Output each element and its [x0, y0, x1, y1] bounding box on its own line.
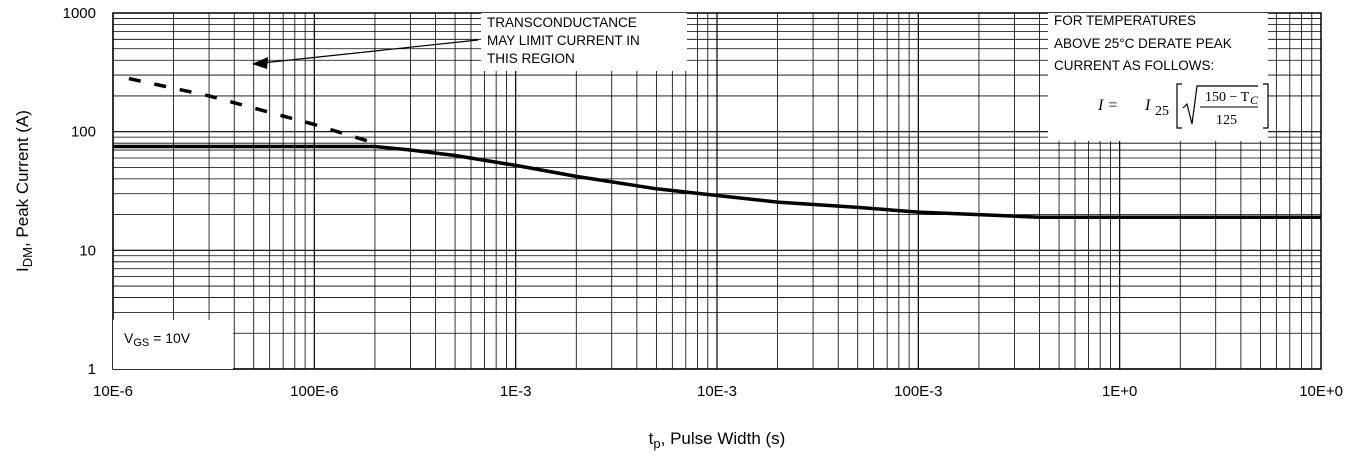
x-axis-label-sub: p: [653, 436, 660, 451]
annotation-arrow-line: [261, 39, 479, 64]
formula-numerator-sub: C: [1250, 93, 1259, 107]
derate-formula: I = I 25 150 − T C 125: [1097, 83, 1269, 129]
vgs-main: V: [124, 330, 134, 346]
y-tick-label: 10: [79, 242, 96, 259]
x-tick-label: 100E-3: [894, 383, 942, 400]
vgs-sub: GS: [133, 337, 149, 349]
formula-numerator: 150 − T: [1205, 90, 1250, 105]
y-tick-labels: 1 10 100 1000: [63, 5, 96, 378]
formula-i: I: [1144, 97, 1151, 114]
derate-line-1: FOR TEMPERATURES: [1054, 13, 1196, 28]
formula-sqrt-icon: [1182, 85, 1258, 125]
transconductance-limit-line: [128, 76, 376, 145]
x-axis-label: tp, Pulse Width (s): [649, 429, 786, 451]
transconductance-line-2: MAY LIMIT CURRENT IN: [487, 33, 640, 48]
x-axis-label-rest: , Pulse Width (s): [661, 429, 786, 448]
vgs-rest: = 10V: [149, 330, 191, 346]
y-tick-label: 100: [71, 124, 96, 141]
formula-left-bracket: [1176, 83, 1182, 129]
derate-box: [1048, 13, 1268, 141]
x-tick-label: 10E+0: [1299, 383, 1343, 400]
x-tick-label: 10E-3: [697, 383, 737, 400]
y-tick-label: 1: [88, 361, 96, 378]
derate-line-2: ABOVE 25°C DERATE PEAK: [1054, 36, 1232, 51]
vgs-box: [113, 320, 233, 369]
x-tick-labels: 10E-6 100E-6 1E-3 10E-3 100E-3 1E+0 10E+0: [93, 383, 1343, 400]
y-axis-label-main: I: [13, 267, 32, 272]
formula-lhs: I =: [1097, 97, 1118, 114]
vgs-label: VGS = 10V: [124, 330, 191, 349]
x-tick-label: 100E-6: [290, 383, 338, 400]
derate-line-3: CURRENT AS FOLLOWS:: [1054, 58, 1214, 73]
transconductance-line-1: TRANSCONDUCTANCE: [487, 15, 637, 30]
transconductance-line-3: THIS REGION: [487, 51, 575, 66]
y-axis-label-rest: , Peak Current (A): [13, 110, 32, 247]
series-layer: [113, 76, 1321, 220]
y-tick-label: 1000: [63, 5, 96, 22]
formula-denominator: 125: [1216, 113, 1237, 128]
peak-current-line: [113, 144, 1321, 220]
x-tick-label: 1E-3: [500, 383, 532, 400]
transconductance-box: [481, 13, 687, 71]
annotation-arrow-head-icon: [252, 57, 268, 69]
formula-subscript: 25: [1155, 104, 1169, 119]
y-axis-label-sub: DM: [20, 247, 35, 267]
x-axis-label-main: t: [649, 429, 654, 448]
y-axis-label: IDM, Peak Current (A): [13, 110, 35, 272]
formula-right-bracket: [1263, 83, 1269, 129]
plot-frame: [112, 12, 1322, 370]
x-tick-label: 1E+0: [1102, 383, 1137, 400]
x-tick-label: 10E-6: [93, 383, 133, 400]
